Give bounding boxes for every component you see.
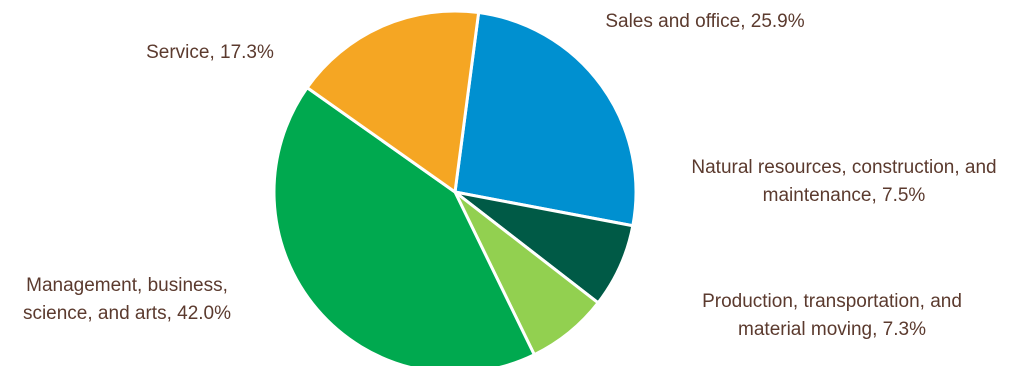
slice-sales-and-office xyxy=(453,11,638,228)
data-label-line: science, and arts, 42.0% xyxy=(23,303,231,324)
data-label-sales-and-office: Sales and office, 25.9% xyxy=(605,11,804,32)
data-label-line: maintenance, 7.5% xyxy=(763,185,926,206)
data-labels: Sales and office, 25.9% Natural resources… xyxy=(23,11,997,340)
slice-service xyxy=(305,9,481,194)
data-label-line: material moving, 7.3% xyxy=(738,319,926,340)
data-label-line: Natural resources, construction, and xyxy=(691,157,996,178)
slice-management-business-science-arts xyxy=(272,86,536,366)
data-label-line: Management, business, xyxy=(26,275,228,296)
data-label-line: Sales and office, 25.9% xyxy=(605,11,804,32)
data-label-production-transportation-material-moving: Production, transportation, and material … xyxy=(702,291,962,340)
data-label-management-business-science-arts: Management, business, science, and arts, … xyxy=(23,275,231,324)
data-label-line: Service, 17.3% xyxy=(146,42,274,63)
data-label-service: Service, 17.3% xyxy=(146,42,274,63)
data-label-natural-resources-construction-maintenance: Natural resources, construction, and main… xyxy=(691,157,996,206)
pie-slices xyxy=(272,9,638,366)
data-label-line: Production, transportation, and xyxy=(702,291,962,312)
